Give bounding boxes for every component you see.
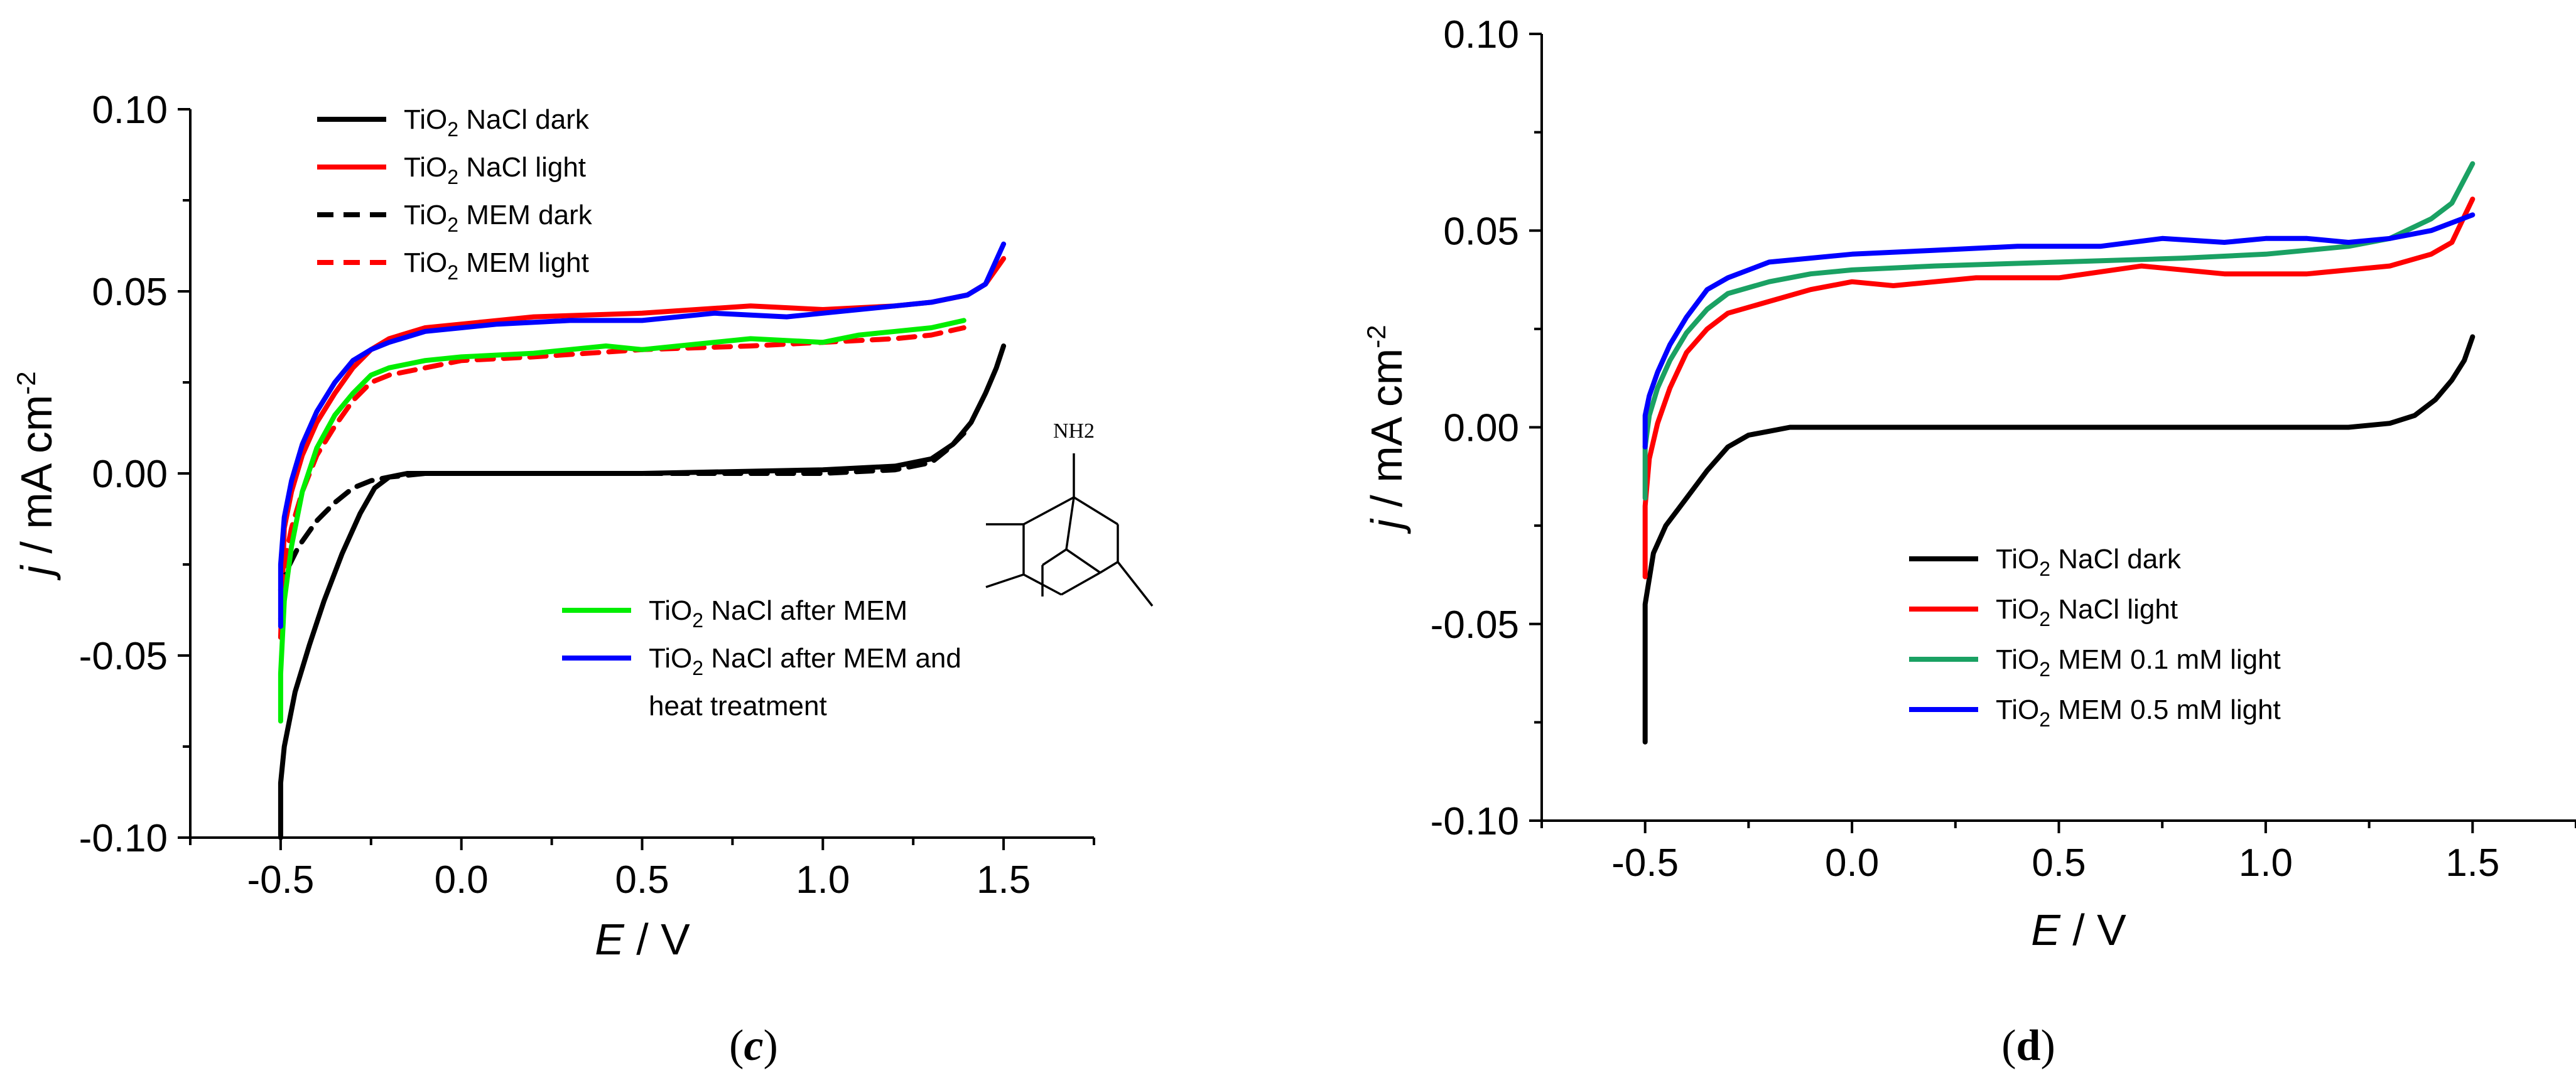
svg-text:(d): (d) — [2001, 1022, 2055, 1070]
y-tick-label: -0.10 — [79, 817, 168, 860]
legend-label: TiO2 NaCl dark — [404, 104, 590, 141]
legend-c-1: TiO2 NaCl after MEM TiO2 NaCl after MEM a… — [562, 595, 961, 721]
x-tick-label: 0.5 — [2032, 841, 2086, 885]
x-axis-label: E / V — [2031, 905, 2126, 954]
legend-label: TiO2 NaCl after MEM — [649, 595, 907, 632]
x-tick-label: 0.0 — [435, 858, 489, 902]
y-tick-label: 0.05 — [1443, 210, 1519, 253]
series-line-c-1 — [278, 256, 1007, 640]
y-tick-label: 0.00 — [1443, 407, 1519, 450]
chart-d: -0.5 0.0 0.5 1.0 1.5 -0.10 -0.05 0.00 0.05 0.10 E … — [1361, 13, 2576, 954]
x-tick-label: 1.5 — [2445, 841, 2499, 885]
memantine-structure-icon — [985, 453, 1154, 607]
y-tick-label: 0.10 — [1443, 13, 1519, 57]
series-line-d-2 — [1642, 161, 2476, 501]
legend-label-line2: heat treatment — [649, 691, 827, 721]
legend-label: TiO2 NaCl dark — [1996, 544, 2182, 580]
y-tick-label: -0.05 — [1431, 603, 1519, 647]
series-line-d-3 — [1642, 212, 2476, 450]
structure-amine-label: NH2 — [1053, 419, 1095, 443]
series-line-c-5 — [278, 241, 1007, 629]
x-tick-label: 1.0 — [2239, 841, 2293, 885]
legend-label: TiO2 MEM light — [404, 247, 589, 284]
x-tick-label: 0.0 — [1825, 841, 1879, 885]
legend-label: TiO2 MEM 0.1 mM light — [1996, 644, 2281, 681]
y-axis-label: j / mA cm-2 — [11, 371, 61, 580]
x-tick-label: -0.5 — [247, 858, 314, 902]
x-tick-label: 0.5 — [615, 858, 669, 902]
svg-text:(c): (c) — [729, 1022, 778, 1070]
y-tick-label: 0.10 — [92, 89, 168, 132]
legend-label: TiO2 NaCl light — [1996, 594, 2178, 630]
x-tick-label: 1.5 — [977, 858, 1031, 902]
series-line-d-0 — [1642, 334, 2476, 745]
legend-label: TiO2 MEM dark — [404, 200, 593, 236]
legend-label: TiO2 NaCl light — [404, 152, 586, 188]
panel-label-d: (d) — [2001, 1022, 2055, 1070]
series-line-c-4 — [278, 318, 966, 724]
panel-label-c: (c) — [729, 1022, 778, 1070]
x-tick-label: -0.5 — [1611, 841, 1679, 885]
series-line-c-0 — [278, 343, 1007, 840]
y-tick-label: 0.05 — [92, 271, 168, 314]
chart-c: -0.5 0.0 0.5 1.0 1.5 -0.10 -0.05 0.00 0.05 0.10 E … — [11, 89, 1095, 964]
legend-d-0: TiO2 NaCl dark TiO2 NaCl light TiO2 MEM 0.… — [1909, 544, 2281, 731]
x-axis-label: E / V — [595, 915, 690, 964]
y-axis-label: j / mA cm-2 — [1361, 325, 1411, 534]
y-tick-label: 0.00 — [92, 453, 168, 496]
legend-c-0: TiO2 NaCl dark TiO2 NaCl light TiO2 MEM da… — [317, 104, 593, 284]
y-tick-label: -0.10 — [1431, 800, 1519, 843]
y-tick-label: -0.05 — [79, 635, 168, 678]
legend-label: TiO2 NaCl after MEM and — [649, 643, 961, 679]
legend-label: TiO2 MEM 0.5 mM light — [1996, 694, 2281, 731]
series-line-c-2 — [278, 431, 966, 593]
x-tick-label: 1.0 — [796, 858, 850, 902]
series-line-d-1 — [1642, 197, 2476, 580]
